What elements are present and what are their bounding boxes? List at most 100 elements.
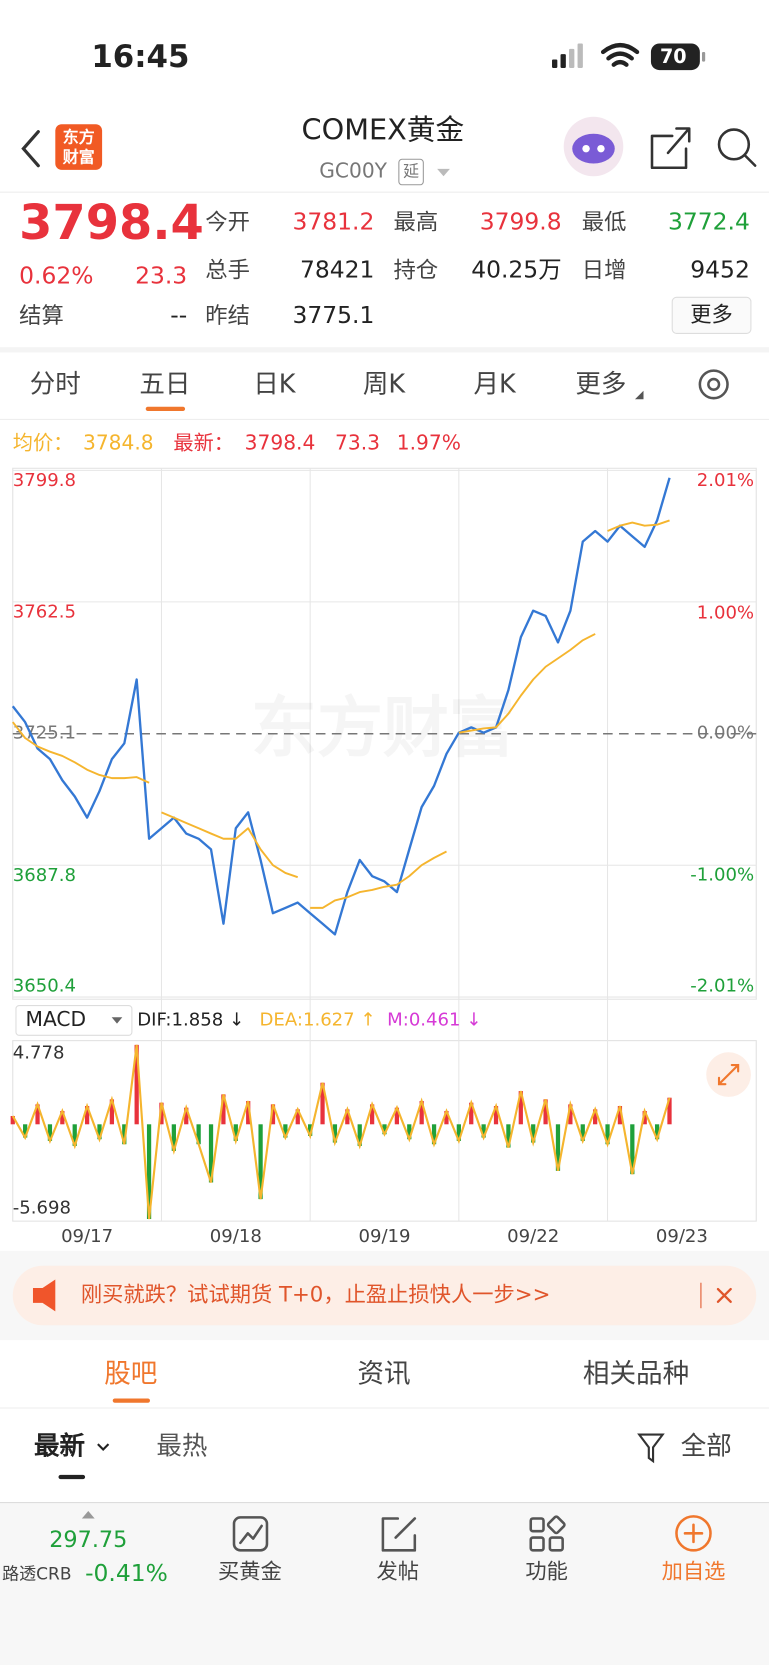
macd-bar bbox=[407, 1124, 412, 1140]
promo-text: 刚买就跌？试试期货 T+0，止盈止损快人一步>> bbox=[81, 1282, 551, 1307]
macd-bar bbox=[642, 1110, 647, 1125]
price-line bbox=[11, 477, 671, 936]
section-tab-active[interactable]: 股吧 bbox=[104, 1359, 157, 1390]
field-label: 今开 bbox=[205, 210, 250, 236]
expand-button[interactable] bbox=[706, 1052, 751, 1097]
macd-bar bbox=[332, 1124, 338, 1143]
field-label: 总手 bbox=[205, 257, 250, 283]
period-tab[interactable]: 月K bbox=[473, 369, 517, 399]
macd-bar bbox=[146, 1124, 152, 1220]
period-tab[interactable]: 更多 bbox=[575, 369, 626, 399]
banner-close[interactable] bbox=[716, 1287, 732, 1304]
share-icon[interactable] bbox=[650, 127, 691, 170]
indicator-dropdown bbox=[111, 1017, 123, 1024]
avg-value: 3784.8 bbox=[83, 430, 154, 454]
search-icon[interactable] bbox=[717, 128, 757, 167]
macd-bar bbox=[184, 1107, 189, 1125]
field-value: 3781.2 bbox=[293, 208, 375, 236]
macd-bar bbox=[469, 1102, 474, 1125]
macd-bar bbox=[35, 1104, 40, 1125]
macd-bar bbox=[72, 1124, 77, 1146]
macd-bar bbox=[134, 1044, 139, 1125]
index-name: 路透CRB bbox=[2, 1565, 71, 1585]
price-line bbox=[12, 721, 150, 784]
expand-arrow[interactable] bbox=[81, 1511, 95, 1519]
avg-label: 均价： bbox=[13, 430, 74, 454]
indicator-value: DIF:1.858 ↓ bbox=[137, 1009, 244, 1030]
x-tick-label: 09/23 bbox=[656, 1226, 708, 1247]
back-button[interactable] bbox=[21, 130, 40, 168]
section-tab[interactable]: 相关品种 bbox=[583, 1359, 689, 1390]
macd-bar bbox=[568, 1104, 573, 1125]
y-tick-label: 3762.5 bbox=[13, 602, 76, 623]
latest-change: 73.3 bbox=[335, 430, 380, 454]
filter-all[interactable]: 全部 bbox=[681, 1431, 732, 1461]
y-tick-label: 4.778 bbox=[13, 1042, 65, 1063]
add-watchlist-icon[interactable] bbox=[675, 1515, 712, 1552]
filter-indicator bbox=[58, 1474, 86, 1480]
code-dropdown[interactable] bbox=[437, 168, 450, 177]
action-label: 发帖 bbox=[377, 1560, 420, 1585]
period-tab-active[interactable]: 五日 bbox=[139, 369, 190, 399]
macd-bar bbox=[357, 1124, 362, 1146]
period-tab[interactable]: 分时 bbox=[30, 369, 81, 399]
y-tick-label: 3687.8 bbox=[13, 865, 76, 886]
more-button-label: 更多 bbox=[690, 302, 733, 327]
x-tick-label: 09/17 bbox=[61, 1226, 113, 1247]
y2-tick-label: 0.00% bbox=[697, 723, 754, 744]
y-tick-label: 3799.8 bbox=[13, 470, 76, 491]
macd-bar bbox=[246, 1101, 251, 1125]
price-line bbox=[458, 633, 596, 734]
filter-hot[interactable]: 最热 bbox=[156, 1431, 207, 1461]
action-label: 加自选 bbox=[662, 1560, 726, 1585]
function-icon[interactable] bbox=[529, 1515, 566, 1552]
macd-bar bbox=[444, 1110, 449, 1125]
assistant-avatar[interactable] bbox=[563, 116, 624, 177]
macd-bar bbox=[580, 1124, 585, 1141]
delay-tag-box bbox=[398, 158, 424, 186]
field-label: 日增 bbox=[582, 257, 627, 283]
macd-bar bbox=[84, 1106, 90, 1125]
promo-banner[interactable] bbox=[12, 1265, 757, 1326]
macd-bar bbox=[431, 1124, 437, 1145]
latest-value: 3798.4 bbox=[245, 430, 316, 454]
x-tick-label: 09/19 bbox=[358, 1226, 410, 1247]
filter-dropdown bbox=[97, 1443, 110, 1451]
macd-bar bbox=[531, 1124, 536, 1143]
macd-bar bbox=[345, 1109, 350, 1125]
buy-gold-icon[interactable] bbox=[232, 1516, 269, 1552]
macd-bar bbox=[654, 1124, 660, 1140]
macd-bar bbox=[481, 1124, 486, 1138]
latest-percent: 1.97% bbox=[397, 430, 461, 454]
logo-text: 财富 bbox=[63, 148, 95, 167]
macd-bar bbox=[605, 1124, 610, 1145]
more-button[interactable] bbox=[671, 296, 752, 334]
field-value: 3772.4 bbox=[668, 208, 750, 236]
settings-icon[interactable] bbox=[698, 369, 729, 400]
macd-bar bbox=[382, 1124, 387, 1135]
section-tab[interactable]: 资讯 bbox=[357, 1359, 410, 1390]
latest-label: 最新： bbox=[173, 430, 234, 454]
macd-bar bbox=[270, 1104, 276, 1125]
period-tab[interactable]: 日K bbox=[253, 369, 297, 399]
macd-bar bbox=[23, 1124, 28, 1138]
post-icon[interactable] bbox=[381, 1517, 417, 1552]
macd-bar bbox=[10, 1115, 15, 1125]
macd-bar bbox=[283, 1124, 288, 1138]
field-label: 最低 bbox=[582, 210, 627, 236]
macd-bar bbox=[518, 1091, 523, 1125]
field-value: 3775.1 bbox=[293, 301, 375, 329]
y2-tick-label: -1.00% bbox=[690, 864, 754, 885]
field-label: 结算 bbox=[19, 303, 64, 329]
macd-bar bbox=[109, 1099, 115, 1125]
indicator-selector[interactable] bbox=[15, 1005, 133, 1036]
megaphone-icon bbox=[32, 1279, 56, 1312]
logo-text: 东方 bbox=[63, 128, 95, 147]
period-tab[interactable]: 周K bbox=[363, 369, 407, 399]
field-value: 40.25万 bbox=[471, 255, 561, 283]
filter-latest[interactable]: 最新 bbox=[34, 1431, 85, 1461]
macd-bar bbox=[630, 1124, 635, 1175]
macd-bar bbox=[456, 1124, 461, 1141]
